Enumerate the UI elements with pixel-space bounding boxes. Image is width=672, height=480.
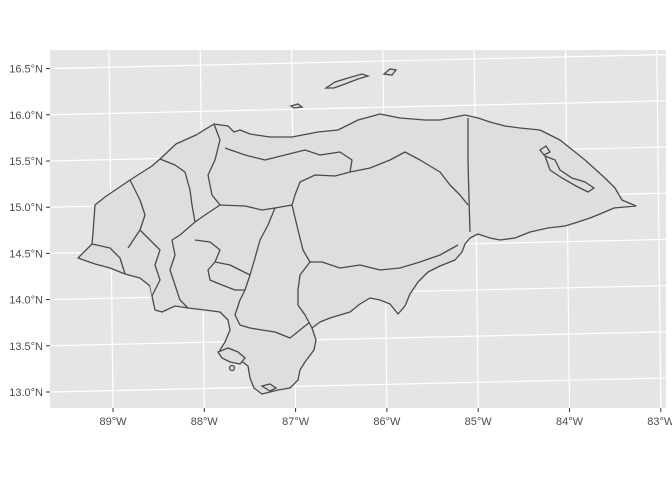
department-boundary [207, 123, 221, 206]
department-boundary [194, 239, 245, 291]
y-tick-label: 16.0°N [9, 110, 43, 122]
island [260, 383, 278, 392]
department-boundary [297, 261, 313, 329]
island-utila [289, 103, 304, 109]
parallel-line [49, 54, 667, 70]
y-tick-label: 14.0°N [9, 295, 43, 307]
x-tick-label: 86°W [373, 416, 401, 428]
department-boundary [234, 207, 311, 339]
parallel-line [49, 331, 667, 347]
x-tick-label: 85°W [465, 416, 493, 428]
lagoon [539, 145, 551, 156]
island-guanaja [382, 68, 398, 76]
department-boundary [139, 229, 161, 297]
department-boundary [91, 243, 126, 275]
y-axis: 16.5°N 16.0°N 15.5°N 15.0°N 14.5°N 14.0°N 13.5… [9, 64, 50, 399]
department-boundary [159, 158, 196, 223]
department-boundary [467, 118, 471, 233]
parallel-line [49, 377, 667, 393]
meridian-line [656, 49, 662, 409]
department-boundary [219, 204, 293, 211]
y-tick-label: 15.5°N [9, 156, 43, 168]
y-tick-label: 16.5°N [9, 64, 43, 76]
parallel-line [49, 100, 667, 116]
x-tick-label: 88°W [191, 416, 219, 428]
x-tick-label: 84°W [556, 416, 584, 428]
y-tick-label: 13.0°N [9, 387, 43, 399]
island [217, 347, 246, 365]
department-boundary [127, 179, 146, 249]
meridian-line [564, 49, 571, 409]
island-roatan [323, 73, 371, 89]
x-tick-label: 89°W [99, 416, 127, 428]
department-boundary [171, 204, 221, 241]
department-boundary [224, 147, 353, 206]
x-tick-label: 83°W [647, 416, 672, 428]
department-boundary [291, 204, 459, 271]
y-tick-label: 15.0°N [9, 202, 43, 214]
x-tick-label: 87°W [282, 416, 310, 428]
x-axis: 89°W 88°W 87°W 86°W 85°W 84°W 83°W [99, 408, 672, 428]
honduras-map [77, 68, 637, 395]
department-boundary [349, 151, 469, 206]
y-tick-label: 13.5°N [9, 341, 43, 353]
island [228, 364, 236, 372]
y-tick-label: 14.5°N [9, 248, 43, 260]
department-boundary [214, 261, 251, 276]
lagoon [543, 154, 596, 193]
department-boundary [169, 239, 189, 309]
